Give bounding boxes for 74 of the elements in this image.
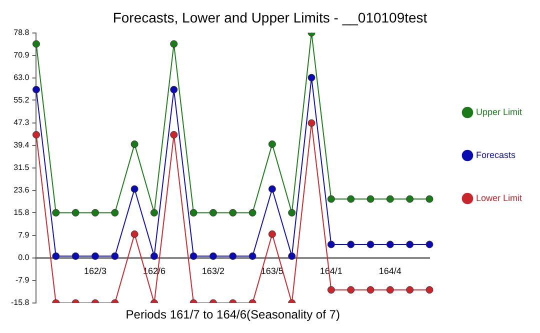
y-tick-label: 63.0 <box>14 73 30 82</box>
y-tick-label: 31.5 <box>14 163 30 172</box>
y-tick-label: 47.3 <box>14 118 30 127</box>
point <box>170 131 178 139</box>
y-tick-label: -15.8 <box>11 298 30 308</box>
point <box>406 240 414 248</box>
point <box>130 140 138 148</box>
point <box>347 286 355 294</box>
point <box>130 185 138 193</box>
x-tick-label: 164/4 <box>378 266 402 276</box>
legend-label: Forecasts <box>476 150 516 160</box>
point <box>209 208 217 216</box>
point <box>308 74 316 82</box>
point <box>426 240 434 248</box>
point <box>347 195 355 203</box>
x-tick-label: 163/2 <box>202 266 224 276</box>
point <box>91 252 99 260</box>
point <box>229 208 237 216</box>
point <box>386 195 394 203</box>
point <box>170 86 178 94</box>
point <box>288 208 296 216</box>
y-tick-label: 39.4 <box>14 140 30 150</box>
point <box>268 230 276 238</box>
point <box>111 252 119 260</box>
x-tick-label: 162/3 <box>84 266 106 276</box>
chart-title: Forecasts, Lower and Upper Limits - __010109test <box>112 9 428 26</box>
point <box>32 86 40 94</box>
y-tick-label: 23.6 <box>14 186 30 195</box>
point <box>308 119 316 127</box>
legend-label: Upper Limit <box>476 106 522 117</box>
point <box>366 286 374 294</box>
y-tick-label: 70.9 <box>14 50 30 60</box>
point <box>406 286 414 294</box>
point <box>406 195 414 203</box>
y-tick-label: 78.8 <box>14 28 30 38</box>
point <box>130 230 138 238</box>
point <box>72 252 80 260</box>
point <box>190 208 198 216</box>
point <box>366 240 374 248</box>
point <box>426 286 434 294</box>
point <box>248 208 256 216</box>
point <box>52 208 60 216</box>
point <box>150 208 158 216</box>
point <box>32 131 40 139</box>
x-axis-title: Periods 161/7 to 164/6(Seasonality of 7) <box>126 307 340 322</box>
x-tick-label: 163/5 <box>260 266 284 276</box>
point <box>32 40 40 48</box>
point <box>386 286 394 294</box>
point <box>327 286 335 294</box>
point <box>268 140 276 148</box>
y-tick-label: 15.8 <box>14 208 30 217</box>
point <box>366 195 374 203</box>
point <box>288 252 296 260</box>
point <box>190 252 198 260</box>
point <box>52 252 60 260</box>
point <box>386 240 394 248</box>
point <box>248 252 256 260</box>
y-tick-label: 55.2 <box>14 95 30 104</box>
y-tick-label: -7.9 <box>15 276 30 285</box>
point <box>229 252 237 260</box>
y-tick-label: 0.0 <box>18 253 30 262</box>
y-tick-label: 7.9 <box>18 230 30 240</box>
point <box>170 40 178 48</box>
point <box>72 208 80 216</box>
point <box>426 195 434 203</box>
point <box>91 208 99 216</box>
point <box>209 252 217 260</box>
point <box>327 195 335 203</box>
legend-label: Lower Limit <box>476 192 522 203</box>
point <box>327 240 335 248</box>
point <box>111 208 119 216</box>
point <box>347 240 355 248</box>
point <box>268 185 276 193</box>
point <box>150 252 158 260</box>
